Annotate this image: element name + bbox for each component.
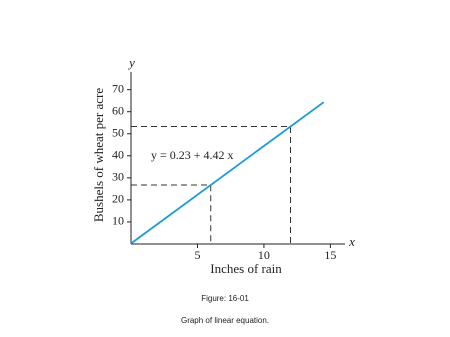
x-tick-label: 10 [258,248,270,262]
x-tick-label: 15 [324,248,336,262]
equation: y = 0.23 + 4.42 x [151,148,234,162]
x-axis-letter: x [348,234,355,249]
y-axis-letter: y [127,55,135,70]
y-tick-label: 10 [112,214,124,228]
y-tick-label: 60 [112,103,124,117]
figure-label: Figure: 16-01 [201,294,249,303]
y-tick-label: 40 [112,148,124,162]
x-tick-label: 5 [194,248,200,262]
y-tick-label: 20 [112,192,124,206]
line [130,101,325,245]
x-axis-label: Inches of rain [210,261,282,276]
y-tick-label: 50 [112,125,124,139]
y-tick-label: 30 [112,170,124,184]
caption: Graph of linear equation. [181,316,269,325]
y-tick-label: 70 [112,81,124,95]
y-axis-label: Bushels of wheat per acre [91,88,106,223]
guide-line [131,126,292,244]
